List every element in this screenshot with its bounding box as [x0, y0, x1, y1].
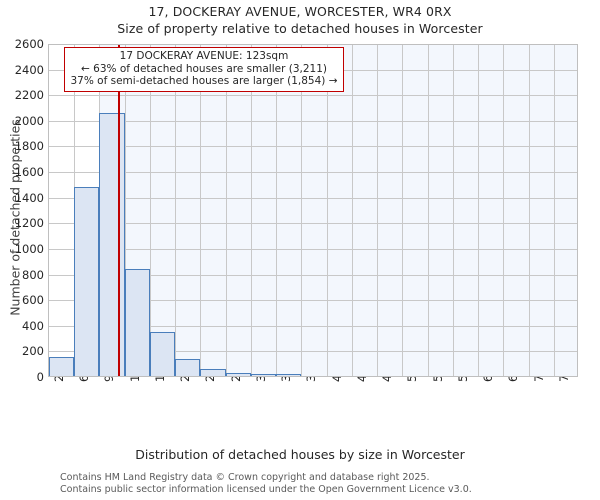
histogram-bar: [225, 372, 251, 376]
gridline-vertical: [175, 45, 177, 376]
y-axis-tick-label: 1000: [14, 241, 44, 256]
larger-properties-shaded-region: [99, 45, 577, 376]
chart-title: 17, DOCKERAY AVENUE, WORCESTER, WR4 0RX: [148, 4, 452, 19]
gridline-horizontal: [49, 223, 577, 225]
gridline-vertical: [124, 45, 126, 376]
histogram-bar: [74, 187, 100, 376]
gridline-vertical: [250, 45, 252, 376]
histogram-bar: [175, 359, 201, 376]
y-axis-tick-label: 1200: [14, 216, 44, 231]
plot-area: [48, 44, 578, 377]
y-axis-tick-label: 0: [36, 370, 44, 384]
gridline-horizontal: [49, 300, 577, 302]
gridline-horizontal: [49, 197, 577, 199]
y-axis-tick-labels: 0 200 400 600 800 1000 1200 1400 1600 1800 2000 220…: [0, 0, 44, 500]
histogram-bar: [124, 269, 150, 376]
histogram-bar: [149, 332, 176, 376]
y-axis-tick-label: 2200: [14, 88, 44, 103]
gridline-vertical: [276, 45, 278, 376]
gridline-horizontal: [49, 325, 577, 327]
gridline-vertical: [452, 45, 454, 376]
annotation-line-3: 37% of semi-detached houses are larger (…: [70, 75, 338, 87]
gridline-horizontal: [49, 120, 577, 122]
y-axis-tick-label: 800: [22, 267, 44, 282]
attribution-footer: Contains HM Land Registry data © Crown c…: [60, 472, 600, 495]
gridline-vertical: [553, 45, 555, 376]
gridline-horizontal: [49, 172, 577, 174]
histogram-bar: [49, 356, 75, 376]
y-axis-tick-label: 600: [22, 293, 44, 308]
histogram-bar: [250, 374, 277, 376]
footer-line-2: Contains public sector information licen…: [60, 483, 472, 495]
gridline-vertical: [503, 45, 505, 376]
x-axis-title: Distribution of detached houses by size …: [135, 447, 465, 462]
y-axis-tick-label: 400: [22, 318, 44, 333]
annotation-line-2: ← 63% of detached houses are smaller (3,…: [81, 62, 327, 75]
gridline-horizontal: [49, 95, 577, 97]
y-axis-tick-label: 200: [22, 344, 44, 359]
property-annotation-box: 17 DOCKERAY AVENUE: 123sqm ← 63% of deta…: [64, 47, 344, 92]
gridline-vertical: [301, 45, 303, 376]
gridline-vertical: [377, 45, 379, 376]
gridline-horizontal: [49, 248, 577, 250]
gridline-vertical: [326, 45, 328, 376]
y-axis-tick-label: 1600: [14, 165, 44, 180]
gridline-vertical: [225, 45, 227, 376]
footer-line-1: Contains HM Land Registry data © Crown c…: [60, 472, 430, 483]
gridline-vertical: [427, 45, 429, 376]
gridline-horizontal: [49, 146, 577, 148]
gridline-vertical: [528, 45, 530, 376]
histogram-bar: [99, 113, 125, 376]
y-axis-tick-label: 2000: [14, 113, 44, 128]
gridline-vertical: [351, 45, 353, 376]
subject-property-marker-line: [118, 45, 121, 376]
annotation-line-1: 17 DOCKERAY AVENUE: 123sqm: [119, 50, 289, 62]
y-axis-tick-label: 1800: [14, 139, 44, 154]
gridline-horizontal: [49, 274, 577, 276]
gridline-horizontal: [49, 44, 577, 45]
gridline-vertical: [200, 45, 202, 376]
y-axis-tick-label: 2600: [14, 37, 44, 51]
gridline-vertical: [402, 45, 404, 376]
gridline-horizontal: [49, 351, 577, 353]
y-axis-tick-label: 2400: [14, 62, 44, 77]
y-axis-tick-label: 1400: [14, 190, 44, 205]
histogram-bar: [200, 368, 226, 376]
chart-subtitle: Size of property relative to detached ho…: [117, 21, 483, 36]
gridline-vertical: [478, 45, 480, 376]
histogram-bar: [276, 374, 302, 376]
gridline-vertical: [149, 45, 151, 376]
